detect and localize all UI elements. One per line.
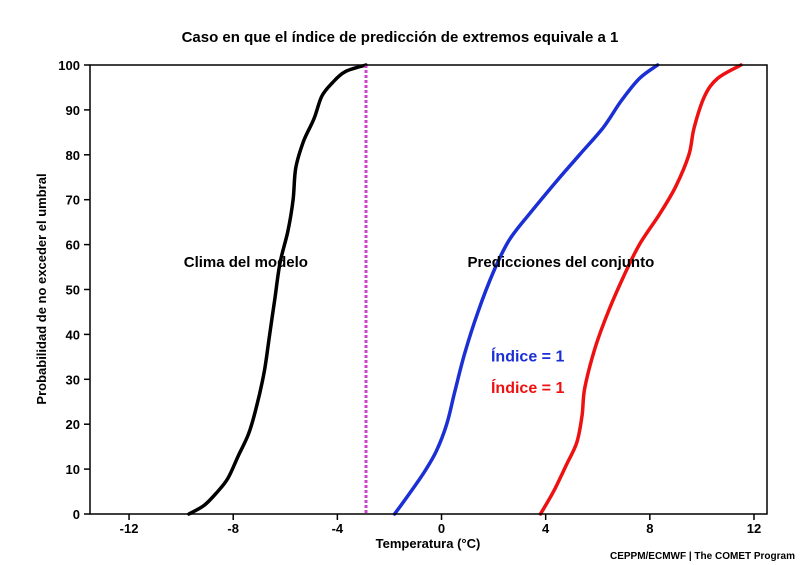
- series-layer: [187, 63, 743, 516]
- series-line-2: [392, 63, 660, 516]
- annotation-layer: Clima del modelo Predicciones del conjunt…: [184, 254, 655, 397]
- index-label-2: Índice = 1: [491, 346, 564, 365]
- y-tick-label: 80: [66, 148, 80, 163]
- annotation-label-0: Clima del modelo: [184, 254, 308, 271]
- y-tick-label: 0: [73, 507, 80, 522]
- x-axis-label: Temperatura (°C): [376, 536, 481, 551]
- x-tick-label: -8: [227, 521, 239, 536]
- plot-frame: [89, 64, 768, 515]
- y-tick-label: 60: [66, 238, 80, 253]
- credit-text: CEPPM/ECMWF | The COMET Program: [610, 551, 795, 562]
- x-tick-label: -4: [332, 521, 344, 536]
- x-tick-label: -12: [120, 521, 139, 536]
- chart-title: Caso en que el índice de predicción de e…: [182, 29, 619, 46]
- y-tick-label: 10: [66, 462, 80, 477]
- x-tick-label: 12: [747, 521, 761, 536]
- y-tick-label: 70: [66, 193, 80, 208]
- y-tick-label: 100: [58, 58, 80, 73]
- x-ticks: -12 -8 -4 0 4 8 12: [120, 514, 761, 536]
- annotation-label-1: Predicciones del conjunto: [468, 254, 655, 271]
- x-tick-label: 8: [646, 521, 653, 536]
- x-tick-label: 4: [542, 521, 550, 536]
- y-ticks: 0 10 20 30 40 50 60 70 80 90 100: [58, 58, 90, 522]
- x-tick-label: 0: [438, 521, 445, 536]
- y-tick-label: 90: [66, 103, 80, 118]
- series-line-1: [187, 63, 368, 516]
- index-label-3: Índice = 1: [491, 378, 564, 397]
- y-tick-label: 50: [66, 283, 80, 298]
- series-line-3: [538, 63, 743, 516]
- y-axis-label: Probabilidad de no exceder el umbral: [34, 173, 49, 404]
- y-tick-label: 20: [66, 417, 80, 432]
- y-tick-label: 30: [66, 372, 80, 387]
- y-tick-label: 40: [66, 327, 80, 342]
